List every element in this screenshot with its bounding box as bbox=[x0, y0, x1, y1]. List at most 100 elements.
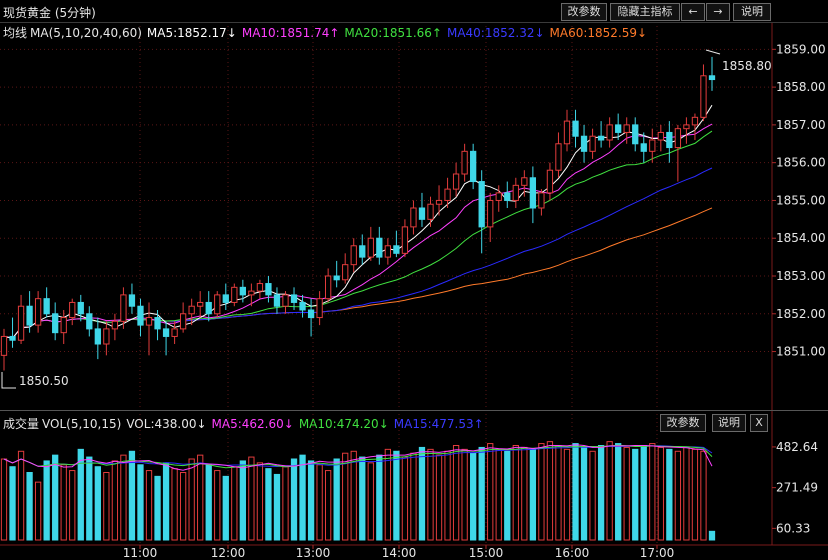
candle-body bbox=[666, 131, 673, 149]
candle-body bbox=[700, 75, 707, 118]
volume-bar bbox=[632, 448, 639, 541]
low-label: 1850.50 bbox=[19, 374, 69, 388]
candle-body bbox=[708, 75, 716, 81]
vol-params: VOL(5,10,15) bbox=[42, 417, 122, 431]
vol-ma5-line bbox=[3, 444, 713, 471]
volume-bar bbox=[145, 470, 153, 541]
candle-body bbox=[188, 305, 195, 315]
candle-body bbox=[43, 298, 50, 315]
candle-body bbox=[120, 294, 127, 322]
price-tick-label: 1859.00 bbox=[776, 42, 826, 56]
vol-close-button[interactable]: X bbox=[750, 414, 768, 432]
vol-help-button[interactable]: 说明 bbox=[712, 414, 746, 432]
candle-body bbox=[179, 313, 187, 330]
vol-tick-label: 271.49 bbox=[776, 481, 818, 495]
volume-bar bbox=[555, 445, 562, 541]
volume-bar bbox=[461, 448, 468, 541]
volume-bar bbox=[179, 472, 187, 541]
volume-bar bbox=[43, 460, 50, 541]
candle-body bbox=[452, 173, 460, 190]
params-button[interactable]: 改参数 bbox=[561, 3, 607, 21]
volume-bar bbox=[546, 441, 554, 541]
candle-body bbox=[359, 245, 366, 258]
volume-bar bbox=[615, 443, 622, 541]
candle-body bbox=[290, 294, 298, 303]
volume-bar bbox=[708, 530, 716, 541]
candle-body bbox=[606, 124, 613, 141]
volume-bar bbox=[111, 460, 119, 541]
volume-bar bbox=[137, 464, 144, 541]
hide-indicator-button[interactable]: 隐藏主指标 bbox=[610, 3, 680, 21]
volume-bar bbox=[521, 446, 528, 541]
volume-bar bbox=[128, 450, 136, 541]
candle-body bbox=[495, 192, 502, 201]
candle-body bbox=[589, 135, 596, 152]
candle-body bbox=[171, 328, 178, 337]
volume-bar bbox=[674, 450, 682, 541]
candle-body bbox=[248, 290, 255, 296]
candle-body bbox=[572, 120, 579, 137]
candle-body bbox=[376, 237, 383, 258]
price-tick-label: 1855.00 bbox=[776, 193, 826, 207]
candle-body bbox=[538, 192, 545, 209]
candle-body bbox=[222, 294, 229, 303]
ma5-line bbox=[3, 104, 713, 339]
candle-body bbox=[384, 245, 391, 258]
volume-bar bbox=[606, 441, 613, 541]
volume-bar bbox=[640, 445, 647, 541]
vol-ma10-value: MA10:474.20↓ bbox=[298, 417, 389, 431]
left-arrow-icon[interactable]: ← bbox=[681, 3, 705, 21]
vol-title: 成交量 bbox=[3, 417, 40, 431]
candle-body bbox=[77, 301, 84, 315]
candle-body bbox=[435, 199, 443, 205]
volume-bar bbox=[26, 472, 33, 541]
help-button[interactable]: 说明 bbox=[733, 3, 771, 21]
candle-body bbox=[52, 313, 59, 334]
vol-params-button[interactable]: 改参数 bbox=[660, 414, 706, 432]
ma20-value: MA20:1851.66↑ bbox=[344, 26, 442, 40]
candle-body bbox=[205, 301, 212, 315]
price-tick-label: 1852.00 bbox=[776, 307, 826, 321]
volume-bar bbox=[316, 464, 323, 541]
candle-body bbox=[640, 143, 647, 152]
volume-bar bbox=[683, 446, 690, 541]
candle-body bbox=[487, 199, 494, 228]
panel-separator bbox=[0, 410, 828, 411]
candle-body bbox=[691, 116, 699, 126]
candle-body bbox=[418, 207, 426, 220]
volume-bar bbox=[120, 454, 127, 541]
right-arrow-icon[interactable]: → bbox=[706, 3, 730, 21]
ma-title: 均线 bbox=[3, 26, 28, 40]
vol-ma15-value: MA15:477.53↑ bbox=[393, 417, 484, 431]
title-bar: 现货黄金 (5分钟) 改参数 隐藏主指标 ← → 说明 bbox=[0, 0, 828, 23]
volume-bar bbox=[299, 454, 306, 541]
candle-body bbox=[231, 286, 238, 303]
volume-bar bbox=[538, 443, 545, 541]
candle-body bbox=[86, 313, 93, 330]
volume-bar bbox=[384, 448, 391, 541]
volume-bar bbox=[367, 462, 374, 541]
volume-bar bbox=[691, 448, 699, 541]
candle-body bbox=[9, 335, 16, 341]
volume-bar bbox=[376, 454, 383, 541]
chart-title: 现货黄金 (5分钟) bbox=[3, 6, 96, 20]
candle-body bbox=[26, 305, 33, 326]
vol-ma5-value: MA5:462.60↓ bbox=[211, 417, 294, 431]
volume-bar bbox=[700, 450, 707, 541]
ma-params: MA(5,10,20,40,60) bbox=[30, 26, 142, 40]
volume-bar bbox=[495, 448, 502, 541]
candle-body bbox=[145, 317, 153, 326]
volume-bar bbox=[401, 456, 409, 541]
volume-bar bbox=[52, 454, 59, 541]
candle-body bbox=[393, 245, 400, 254]
volume-bar bbox=[325, 470, 332, 541]
time-tick-label: 15:00 bbox=[469, 546, 504, 560]
candle-body bbox=[0, 335, 8, 356]
volume-bar bbox=[197, 454, 204, 541]
candle-body bbox=[94, 328, 101, 345]
volume-bar bbox=[504, 450, 511, 541]
candle-body bbox=[444, 188, 451, 201]
candle-body bbox=[478, 181, 485, 228]
volume-bar bbox=[359, 456, 366, 541]
candle-body bbox=[299, 301, 306, 311]
